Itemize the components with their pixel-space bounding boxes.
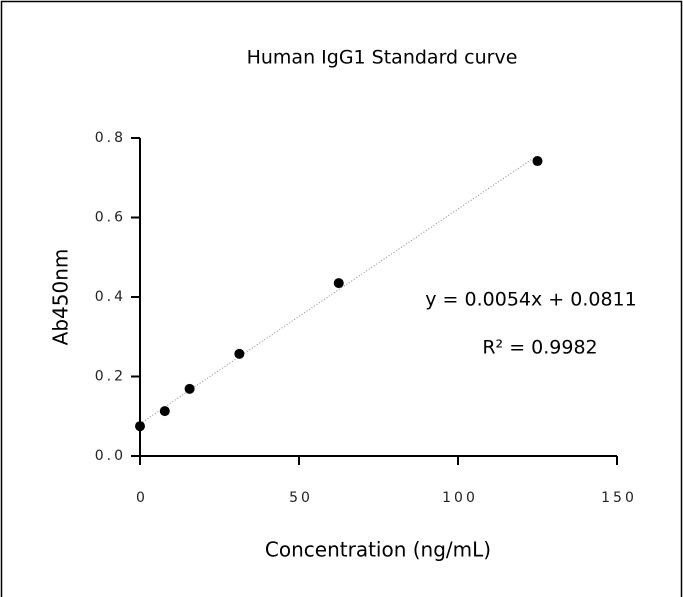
x-tick-label: 50 xyxy=(289,490,313,506)
x-tick-label: 100 xyxy=(442,490,478,506)
x-tick-label: 150 xyxy=(601,490,637,506)
data-point xyxy=(184,383,195,394)
y-tick-label: 0.0 xyxy=(95,448,126,464)
y-tick-label: 0.4 xyxy=(95,289,126,305)
y-tick-label: 0.8 xyxy=(95,130,126,146)
data-point xyxy=(234,348,245,359)
data-point xyxy=(135,421,145,432)
trendline xyxy=(139,155,538,425)
r2-label: R² = 0.9982 xyxy=(482,337,597,359)
x-axis-label: Concentration (ng/mL) xyxy=(265,538,491,562)
chart-title: Human IgG1 Standard curve xyxy=(247,47,518,69)
equation-label: y = 0.0054x + 0.0811 xyxy=(425,289,636,311)
data-point xyxy=(333,278,344,289)
y-tick-label: 0.2 xyxy=(95,369,126,385)
data-point xyxy=(532,156,543,167)
data-point xyxy=(159,406,170,417)
x-tick-label: 0 xyxy=(136,490,148,506)
y-axis-label: Ab450nm xyxy=(49,249,73,346)
y-tick-label: 0.6 xyxy=(95,210,126,226)
